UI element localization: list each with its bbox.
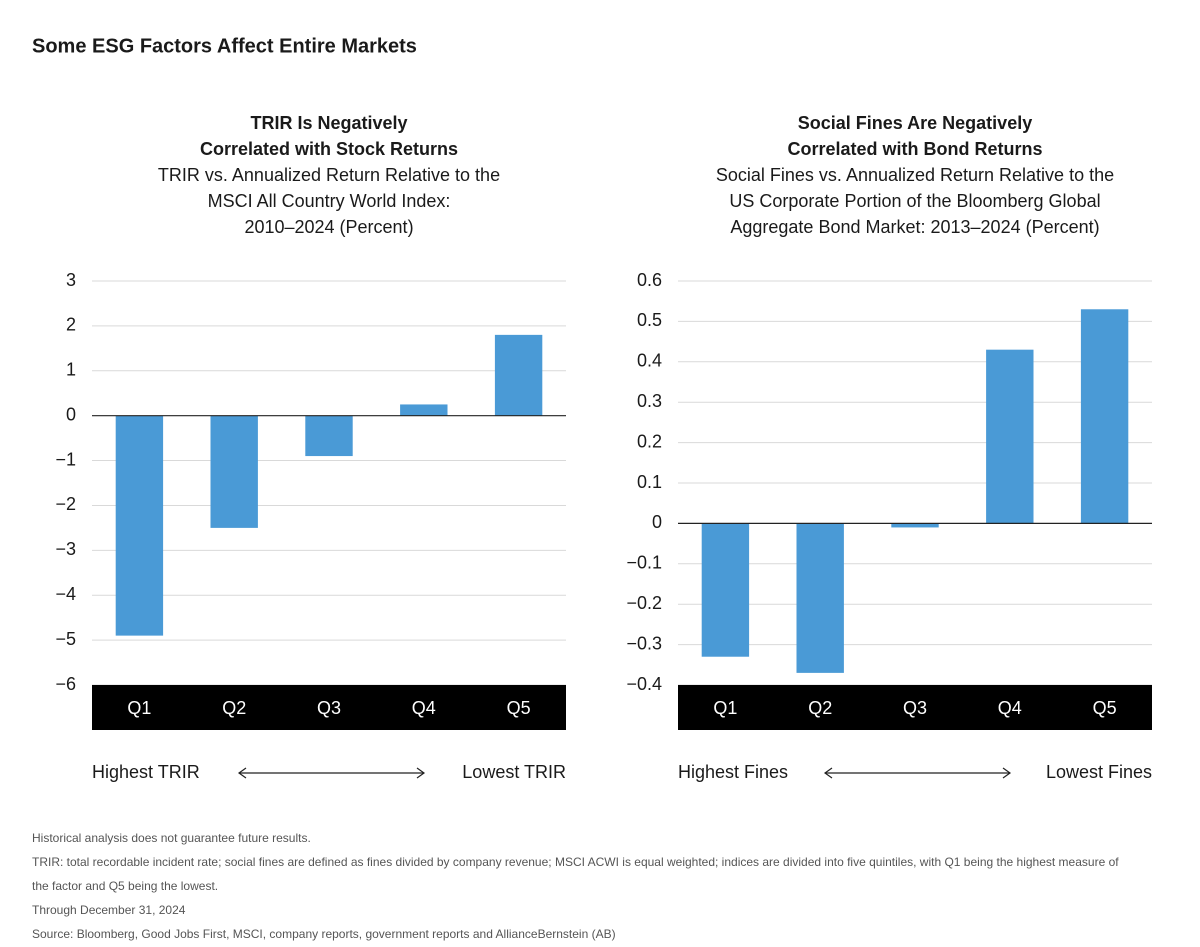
bar (1080, 309, 1129, 524)
chart-subtitle: 2010–2024 (Percent) (244, 217, 413, 237)
chart-title: Correlated with Bond Returns (787, 139, 1042, 159)
arrow-head (1002, 767, 1012, 779)
chart-subtitle: US Corporate Portion of the Bloomberg Gl… (729, 191, 1100, 211)
x-range-label: Lowest Fines (1046, 762, 1152, 782)
y-tick-label: −0.3 (626, 633, 662, 653)
x-tick-label: Q2 (808, 698, 832, 718)
bar (210, 415, 258, 528)
y-tick-label: −0.4 (626, 674, 662, 694)
y-tick-label: 0 (66, 404, 76, 424)
y-tick-label: −6 (55, 674, 76, 694)
y-tick-label: −0.1 (626, 553, 662, 573)
category-band (678, 685, 1152, 730)
y-tick-label: 0.3 (637, 391, 662, 411)
x-tick-label: Q5 (1093, 698, 1117, 718)
chart-subtitle: Aggregate Bond Market: 2013–2024 (Percen… (730, 217, 1099, 237)
x-range-label: Lowest TRIR (462, 762, 566, 782)
notes: Historical analysis does not guarantee f… (32, 826, 1132, 946)
x-tick-label: Q3 (317, 698, 341, 718)
x-tick-label: Q4 (412, 698, 436, 718)
category-band (92, 685, 566, 730)
note: TRIR: total recordable incident rate; so… (32, 855, 1119, 893)
y-tick-label: 0 (652, 512, 662, 532)
y-tick-label: −5 (55, 629, 76, 649)
bar (494, 334, 543, 416)
chart-subtitle: MSCI All Country World Index: (208, 191, 451, 211)
x-range-label: Highest Fines (678, 762, 788, 782)
x-range-label: Highest TRIR (92, 762, 200, 782)
bar (400, 404, 448, 416)
y-tick-label: 0.4 (637, 351, 662, 371)
y-tick-label: −0.2 (626, 593, 662, 613)
y-tick-label: 1 (66, 360, 76, 380)
bar (986, 349, 1034, 524)
page-title: Some ESG Factors Affect Entire Markets (32, 35, 417, 57)
y-tick-label: 0.2 (637, 431, 662, 451)
x-tick-label: Q4 (998, 698, 1022, 718)
chart-title: TRIR Is Negatively (250, 113, 407, 133)
y-tick-label: 3 (66, 270, 76, 290)
x-tick-label: Q3 (903, 698, 927, 718)
chart-title: Correlated with Stock Returns (200, 139, 458, 159)
x-tick-label: Q1 (713, 698, 737, 718)
y-tick-label: −1 (55, 449, 76, 469)
arrow-head (823, 767, 833, 779)
x-tick-label: Q5 (507, 698, 531, 718)
chart-title: Social Fines Are Negatively (798, 113, 1032, 133)
note: Through December 31, 2024 (32, 903, 186, 917)
bar (796, 523, 844, 673)
x-tick-label: Q2 (222, 698, 246, 718)
y-tick-label: 2 (66, 315, 76, 335)
y-tick-label: 0.5 (637, 310, 662, 330)
y-tick-label: 0.1 (637, 472, 662, 492)
bar (701, 523, 750, 657)
y-tick-label: −2 (55, 494, 76, 514)
bar (891, 523, 939, 528)
chart-subtitle: TRIR vs. Annualized Return Relative to t… (158, 165, 500, 185)
bar (115, 415, 164, 636)
arrow-head (237, 767, 247, 779)
note: Historical analysis does not guarantee f… (32, 831, 311, 845)
y-tick-label: 0.6 (637, 270, 662, 290)
bar (305, 415, 353, 457)
y-tick-label: −4 (55, 584, 76, 604)
note: Source: Bloomberg, Good Jobs First, MSCI… (32, 927, 616, 941)
arrow-head (416, 767, 426, 779)
y-tick-label: −3 (55, 539, 76, 559)
x-tick-label: Q1 (127, 698, 151, 718)
chart-subtitle: Social Fines vs. Annualized Return Relat… (716, 165, 1114, 185)
